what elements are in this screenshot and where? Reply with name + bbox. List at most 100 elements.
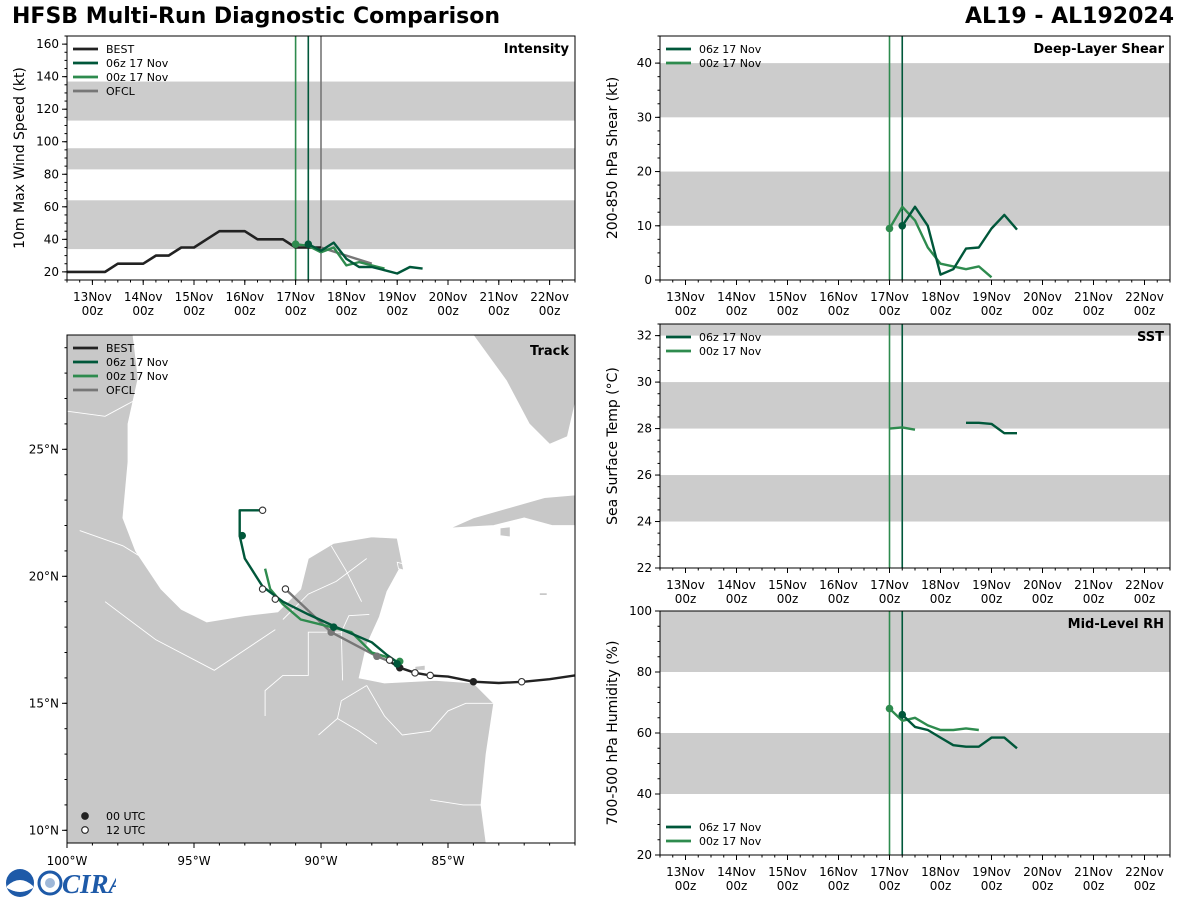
track-marker-best — [411, 669, 419, 677]
x-tick-label-date: 22Nov — [1125, 578, 1164, 592]
y-tick-label: 10 — [637, 219, 652, 233]
lon-tick-label: 90°W — [304, 854, 337, 868]
figure-title: HFSB Multi-Run Diagnostic Comparison — [12, 4, 500, 29]
threshold-bands — [660, 324, 1170, 522]
x-tick-label-hour: 00z — [386, 304, 408, 318]
x-tick-label-date: 13Nov — [666, 865, 705, 879]
x-tick-label-date: 14Nov — [717, 865, 756, 879]
x-tick-label-date: 13Nov — [666, 290, 705, 304]
x-tick-label-date: 19Nov — [378, 290, 417, 304]
marker-legend-label: 00 UTC — [106, 810, 146, 823]
intensity-panel: 20 40 60 80 100 120 140 160 10m Max Wind Speed (… — [12, 35, 576, 318]
x-tick-label-hour: 00z — [981, 592, 1003, 606]
y-tick-label: 20 — [637, 848, 652, 862]
threshold-band — [660, 475, 1170, 522]
series-line-run06 — [901, 713, 1018, 750]
political-border — [264, 631, 342, 716]
x-tick-label-hour: 00z — [1083, 879, 1105, 893]
x-tick-label-date: 19Nov — [972, 290, 1011, 304]
init-marker-run06 — [898, 710, 907, 719]
x-tick-label-hour: 00z — [930, 879, 952, 893]
x-tick-label-date: 22Nov — [1125, 865, 1164, 879]
land-polygon — [414, 664, 426, 671]
x-tick-label-date: 14Nov — [717, 290, 756, 304]
legend-label: 06z 17 Nov — [106, 57, 169, 70]
political-border — [337, 718, 378, 745]
y-tick-label: 32 — [637, 329, 652, 343]
threshold-band — [660, 611, 1170, 672]
x-tick-label-hour: 00z — [1083, 304, 1105, 318]
series-line-run00 — [888, 707, 979, 732]
threshold-bands — [660, 611, 1170, 794]
threshold-band — [660, 324, 1170, 336]
x-tick-label-hour: 00z — [726, 592, 748, 606]
lon-tick-label: 85°W — [431, 854, 464, 868]
y-axis-label: 10m Max Wind Speed (kt) — [12, 67, 28, 249]
init-marker-run06 — [304, 240, 313, 249]
x-tick-label-hour: 00z — [828, 304, 850, 318]
x-tick-label-hour: 00z — [1032, 592, 1054, 606]
series-line-best — [67, 229, 321, 274]
x-tick-label-hour: 00z — [132, 304, 154, 318]
x-tick-label-date: 14Nov — [124, 290, 163, 304]
track-marker-ofcl — [281, 585, 290, 593]
political-border — [330, 545, 363, 602]
legend-label: BEST — [106, 342, 134, 355]
legend-label: 00z 17 Nov — [106, 71, 169, 84]
x-tick-label-hour: 00z — [828, 592, 850, 606]
x-tick-label-hour: 00z — [285, 304, 307, 318]
init-marker-run00 — [885, 704, 894, 713]
land-polygon — [539, 592, 548, 596]
legend-label: 00z 17 Nov — [699, 835, 762, 848]
x-tick-label-hour: 00z — [930, 592, 952, 606]
series-group — [67, 229, 423, 275]
series-line-run06 — [966, 421, 1017, 435]
y-tick-label: 20 — [637, 165, 652, 179]
x-tick-label-date: 19Nov — [972, 578, 1011, 592]
political-border — [67, 398, 139, 417]
x-tick-label-date: 17Nov — [276, 290, 315, 304]
x-tick-label-hour: 00z — [879, 304, 901, 318]
plot-frame — [659, 323, 1171, 569]
series-group — [885, 704, 1018, 750]
track-marker-run06 — [238, 531, 247, 540]
x-tick-label-date: 18Nov — [921, 290, 960, 304]
panel-label: Track — [530, 344, 569, 359]
threshold-band — [660, 733, 1170, 794]
x-tick-label-hour: 00z — [82, 304, 104, 318]
political-border — [340, 613, 370, 681]
track-marker-run06 — [258, 506, 267, 515]
x-tick-label-date: 19Nov — [972, 865, 1011, 879]
y-tick-label: 40 — [44, 232, 59, 246]
threshold-band — [660, 382, 1170, 429]
x-tick-label-date: 21Nov — [479, 290, 518, 304]
x-tick-label-date: 18Nov — [327, 290, 366, 304]
x-tick-label-hour: 00z — [777, 879, 799, 893]
political-border — [79, 530, 195, 608]
series-line-run06 — [307, 241, 423, 275]
x-tick-label-hour: 00z — [726, 879, 748, 893]
legend-label: 06z 17 Nov — [699, 821, 762, 834]
x-tick-label-hour: 00z — [1134, 592, 1156, 606]
map-area — [67, 335, 575, 843]
x-tick-label-hour: 00z — [777, 592, 799, 606]
series-line-run06 — [901, 205, 1018, 276]
y-tick-label: 30 — [637, 375, 652, 389]
x-tick-label-date: 16Nov — [819, 578, 858, 592]
track-marker-best — [426, 671, 434, 680]
x-tick-label-date: 18Nov — [921, 865, 960, 879]
x-tick-label-hour: 00z — [1083, 592, 1105, 606]
y-tick-label: 140 — [36, 70, 59, 84]
series-line-run00 — [889, 426, 916, 431]
x-tick-label-hour: 00z — [539, 304, 561, 318]
y-tick-label: 26 — [637, 468, 652, 482]
panel-label: Deep-Layer Shear — [1033, 42, 1164, 57]
noaa-logo-icon — [6, 869, 34, 897]
x-tick-label-hour: 00z — [726, 304, 748, 318]
legend-label: BEST — [106, 43, 134, 56]
track-marker-best — [469, 677, 478, 686]
x-tick-label-date: 15Nov — [768, 865, 807, 879]
